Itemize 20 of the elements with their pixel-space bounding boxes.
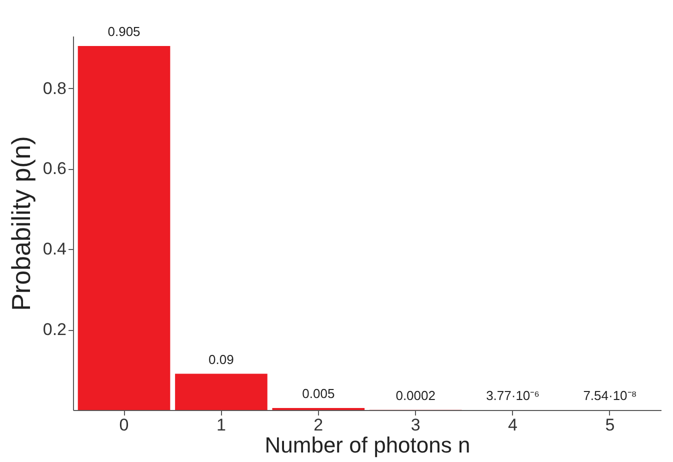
y-axis-title: Probability p(n)	[6, 136, 36, 311]
bar	[175, 374, 268, 410]
x-tick-label: 4	[508, 416, 518, 434]
y-tick-label: 0.4	[42, 240, 66, 259]
data-label: 0.09	[208, 352, 234, 367]
data-label: 7.54·10⁻⁸	[583, 388, 637, 403]
x-tick-label: 1	[216, 416, 226, 434]
bar	[78, 46, 170, 410]
data-label: 0.0002	[396, 388, 436, 403]
x-axis-title: Number of photons n	[264, 432, 470, 458]
data-label: 0.005	[302, 386, 335, 401]
y-tick-label: 0.8	[42, 78, 66, 98]
data-label: 3.77·10⁻⁶	[486, 388, 540, 403]
x-tick-label: 3	[410, 416, 420, 434]
x-tick-label: 0	[119, 416, 129, 434]
data-label: 0.905	[108, 24, 140, 40]
x-tick-label: 2	[314, 416, 324, 434]
y-tick-label: 0.6	[42, 159, 66, 178]
x-tick-label: 5	[605, 416, 615, 434]
y-tick-label: 0.2	[42, 320, 66, 340]
